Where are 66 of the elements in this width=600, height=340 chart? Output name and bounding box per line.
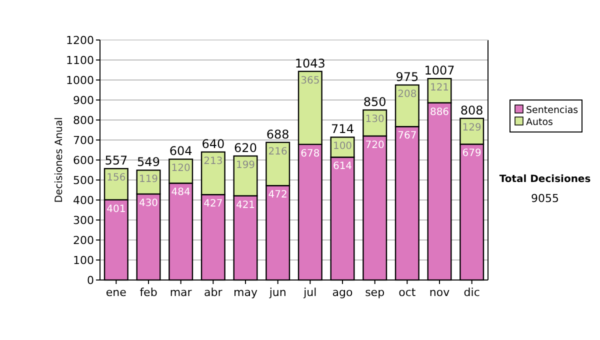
data-label: 199 [236, 160, 256, 171]
x-tick-label: oct [398, 286, 416, 299]
x-tick-label: mar [170, 286, 192, 299]
total-label: 1043 [294, 56, 326, 70]
y-tick-label: 800 [73, 114, 94, 127]
total-label: 850 [363, 95, 386, 109]
total-label: 620 [234, 141, 257, 155]
total-label: 604 [169, 144, 192, 158]
y-tick-label: 1000 [66, 74, 94, 87]
data-label: 129 [462, 122, 482, 134]
x-tick-label: ene [106, 286, 127, 299]
data-label: 120 [171, 163, 190, 174]
data-label: 720 [365, 140, 384, 151]
x-tick-label: jul [302, 286, 317, 299]
y-tick-label: 900 [73, 94, 94, 107]
total-label: 557 [104, 154, 128, 168]
x-tick-label: jun [268, 286, 286, 299]
y-tick-label: 200 [73, 234, 94, 247]
y-tick-label: 100 [73, 254, 94, 267]
data-label: 121 [430, 82, 450, 94]
y-tick-label: 1200 [66, 34, 94, 47]
data-label: 678 [300, 148, 320, 160]
data-label: 216 [268, 146, 288, 158]
total-label: 975 [396, 70, 419, 84]
data-label: 427 [204, 198, 223, 210]
data-label: 100 [332, 141, 352, 152]
data-label: 421 [236, 200, 256, 211]
total-label: 808 [460, 103, 484, 118]
total-label: 640 [202, 137, 225, 151]
y-tick-label: 500 [73, 174, 94, 187]
data-label: 401 [106, 204, 126, 215]
data-label: 156 [106, 172, 126, 184]
data-label: 213 [204, 156, 223, 167]
y-tick-label: 600 [73, 154, 94, 167]
data-label: 886 [430, 106, 450, 118]
x-tick-label: feb [140, 286, 158, 299]
y-axis-title: Decisiones Anual [54, 117, 65, 203]
total-label: 1007 [424, 64, 455, 78]
x-tick-label: abr [204, 286, 223, 299]
x-tick-label: nov [429, 286, 450, 299]
y-tick-label: 1100 [66, 54, 94, 67]
total-label: 714 [331, 122, 354, 136]
x-tick-label: sep [365, 286, 385, 299]
data-label: 767 [398, 130, 417, 142]
data-label: 484 [171, 187, 190, 198]
data-label: 119 [138, 174, 158, 186]
total-label: 549 [137, 155, 160, 170]
data-label: 365 [300, 75, 320, 86]
y-tick-label: 300 [73, 214, 94, 227]
x-tick-label: dic [464, 286, 480, 299]
x-tick-label: ago [332, 286, 353, 299]
x-tick-label: may [234, 286, 258, 299]
data-label: 614 [332, 161, 352, 172]
y-tick-label: 400 [73, 194, 94, 207]
legend-label: Sentencias [526, 105, 578, 116]
y-tick-label: 700 [73, 134, 94, 147]
data-label: 679 [462, 148, 482, 160]
text: Total Decisiones [499, 174, 591, 185]
data-label: 472 [268, 190, 288, 201]
text: 9055 [531, 192, 559, 205]
total-label: 688 [266, 127, 290, 142]
data-label: 208 [398, 89, 417, 100]
y-tick-label: 0 [87, 274, 94, 287]
data-label: 430 [138, 198, 158, 209]
data-label: 130 [365, 114, 384, 125]
legend-label: Autos [526, 117, 554, 128]
